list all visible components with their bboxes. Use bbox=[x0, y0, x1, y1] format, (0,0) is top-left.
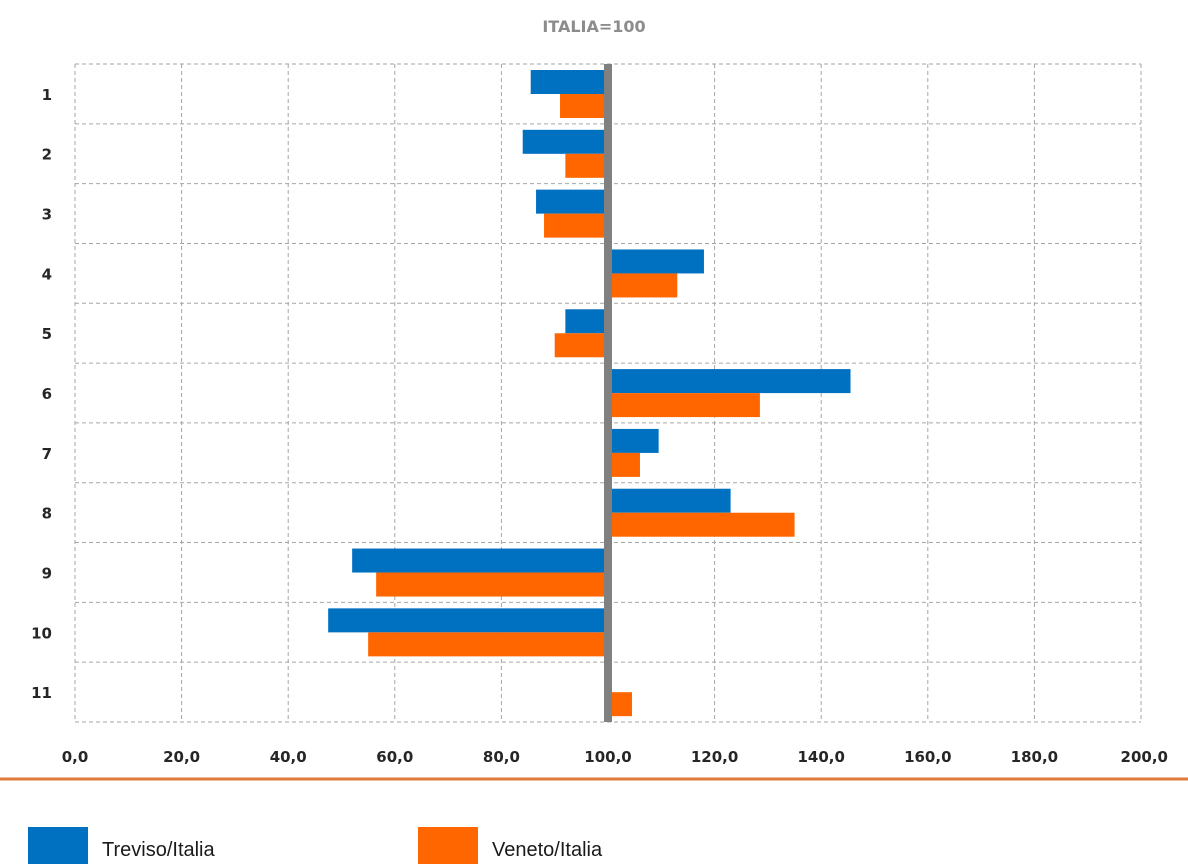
bar-treviso-2 bbox=[522, 129, 608, 154]
x-tick-label: 80,0 bbox=[483, 748, 520, 766]
category-label-4: 4 bbox=[42, 265, 52, 283]
category-labels: 1 2 3 4 5 6 7 8 9 10 11 bbox=[31, 86, 52, 702]
category-label-5: 5 bbox=[42, 325, 52, 343]
x-tick-label: 200,0 bbox=[1121, 748, 1168, 766]
category-label-7: 7 bbox=[42, 445, 52, 463]
chart-title: ITALIA=100 bbox=[542, 17, 645, 36]
bar-veneto-9 bbox=[376, 572, 608, 597]
x-tick-label: 40,0 bbox=[270, 748, 307, 766]
x-tick-label: 120,0 bbox=[691, 748, 738, 766]
baseline-axis bbox=[604, 64, 612, 722]
legend-label-treviso: Treviso/Italia bbox=[102, 839, 215, 861]
bar-treviso-5 bbox=[565, 309, 608, 334]
category-label-6: 6 bbox=[42, 385, 52, 403]
bar-veneto-7 bbox=[608, 452, 640, 477]
x-tick-label: 160,0 bbox=[904, 748, 951, 766]
x-tick-labels: 0,0 20,0 40,0 60,0 80,0 100,0 120,0 140,0 160,0 1… bbox=[62, 748, 1168, 766]
category-label-2: 2 bbox=[42, 146, 52, 164]
category-label-11: 11 bbox=[31, 684, 52, 702]
category-label-3: 3 bbox=[42, 206, 52, 224]
legend-item-treviso: Treviso/Italia bbox=[28, 827, 215, 864]
legend-swatch-treviso bbox=[28, 827, 88, 864]
bar-veneto-11 bbox=[608, 692, 632, 717]
category-label-1: 1 bbox=[42, 86, 52, 104]
legend-swatch-veneto bbox=[418, 827, 478, 864]
bars bbox=[328, 70, 851, 717]
x-tick-label: 60,0 bbox=[376, 748, 413, 766]
bar-treviso-4 bbox=[608, 249, 704, 274]
legend-label-veneto: Veneto/Italia bbox=[492, 839, 603, 861]
bar-veneto-3 bbox=[544, 213, 608, 238]
bar-treviso-1 bbox=[530, 70, 608, 94]
bar-treviso-3 bbox=[536, 189, 608, 214]
bar-treviso-6 bbox=[608, 369, 851, 394]
bar-veneto-4 bbox=[608, 273, 678, 298]
x-tick-label: 140,0 bbox=[797, 748, 844, 766]
bar-veneto-10 bbox=[368, 632, 608, 657]
x-tick-label: 100,0 bbox=[584, 748, 631, 766]
bar-veneto-8 bbox=[608, 512, 795, 537]
bar-treviso-7 bbox=[608, 428, 659, 453]
bar-chart: ITALIA=100 1 2 3 4 5 6 7 8 9 10 11 0,0 20,0 40,0 60,0… bbox=[0, 17, 1188, 781]
bar-veneto-6 bbox=[608, 393, 760, 418]
x-tick-label: 20,0 bbox=[163, 748, 200, 766]
baseline-line bbox=[604, 64, 612, 722]
bar-treviso-8 bbox=[608, 488, 731, 513]
x-tick-label: 0,0 bbox=[62, 748, 89, 766]
category-label-10: 10 bbox=[31, 624, 52, 642]
x-tick-label: 180,0 bbox=[1011, 748, 1058, 766]
bar-veneto-1 bbox=[560, 94, 608, 118]
bar-veneto-2 bbox=[565, 153, 608, 178]
category-label-8: 8 bbox=[42, 505, 52, 523]
category-label-9: 9 bbox=[42, 564, 52, 582]
bar-veneto-5 bbox=[554, 333, 608, 358]
bar-treviso-10 bbox=[328, 608, 608, 633]
legend-item-veneto: Veneto/Italia bbox=[418, 827, 602, 864]
bar-treviso-9 bbox=[352, 548, 608, 573]
